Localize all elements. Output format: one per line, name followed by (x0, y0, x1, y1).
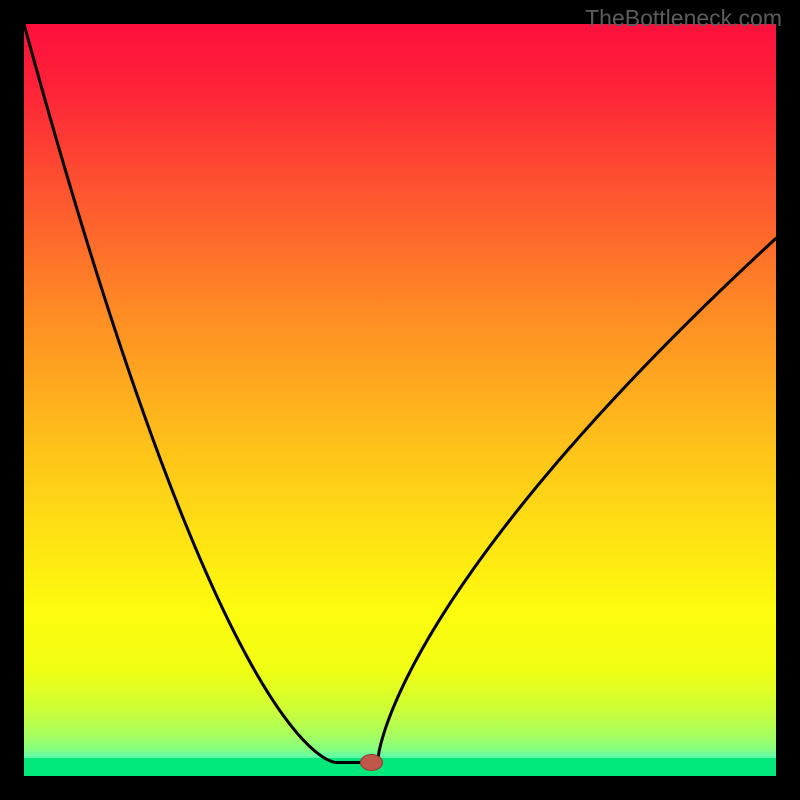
chart-green-band (24, 758, 776, 776)
chart-gradient-bg (24, 24, 776, 776)
bottleneck-chart (0, 0, 800, 800)
bottleneck-marker (360, 754, 382, 770)
